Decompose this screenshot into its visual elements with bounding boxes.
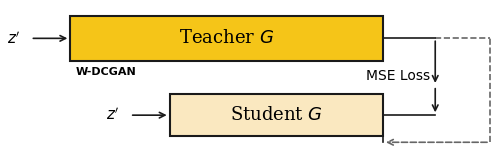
Bar [70,16,383,61]
Text: Teacher $\mathit{G}$: Teacher $\mathit{G}$ [179,29,274,47]
Text: $z'$: $z'$ [106,107,120,123]
Text: W-DCGAN: W-DCGAN [75,67,136,77]
Text: Student $\mathit{G}$: Student $\mathit{G}$ [230,106,323,124]
Bar [169,94,383,136]
Text: MSE Loss: MSE Loss [366,69,430,83]
Text: $z'$: $z'$ [7,30,20,47]
